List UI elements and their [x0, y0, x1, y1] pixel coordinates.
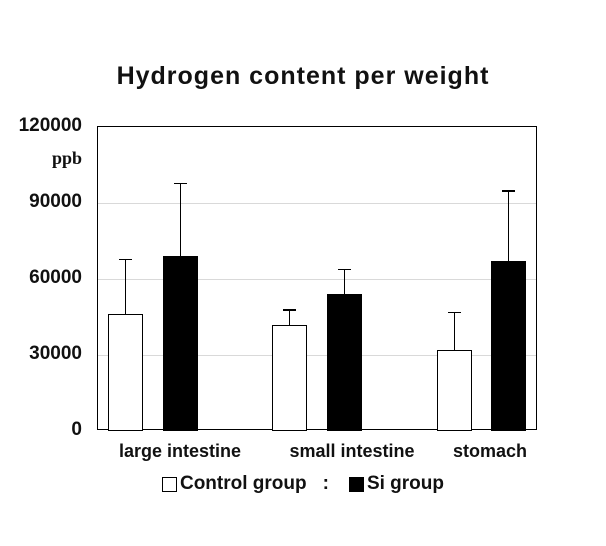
gridline-60000 — [98, 279, 536, 280]
legend: Control group : Si group — [0, 473, 606, 495]
error-bar-line — [124, 258, 127, 315]
error-bar-cap — [338, 268, 351, 271]
bar-control-group-1 — [272, 324, 307, 431]
bar-si-group-2 — [491, 261, 526, 431]
error-bar-line — [453, 311, 456, 350]
y-axis-unit-label: ppb — [51, 148, 82, 168]
plot-area — [97, 126, 537, 431]
y-tick-label-60000: 60000 — [29, 267, 82, 288]
y-tick-label-120000: 120000 — [18, 115, 82, 136]
error-bar-line — [179, 182, 182, 257]
error-bar-line — [343, 268, 346, 295]
legend-control-label: Control group — [179, 473, 307, 494]
legend-control-swatch — [161, 476, 177, 492]
x-category-label-1: small intestine — [289, 441, 415, 461]
y-tick-label-90000: 90000 — [29, 191, 82, 212]
error-bar-cap — [283, 309, 296, 311]
legend-si-swatch — [348, 476, 364, 492]
gridline-30000 — [98, 355, 536, 356]
gridline-90000 — [98, 203, 536, 204]
error-bar-line — [507, 190, 510, 262]
legend-separator: : — [322, 473, 329, 494]
chart-title: Hydrogen content per weight — [116, 62, 490, 90]
y-tick-label-0: 0 — [71, 419, 82, 440]
error-bar-cap — [502, 190, 515, 192]
x-category-label-2: stomach — [452, 441, 528, 461]
y-tick-label-30000: 30000 — [29, 343, 82, 364]
bar-si-group-0 — [163, 256, 198, 431]
error-bar-cap — [119, 258, 132, 261]
bar-si-group-1 — [327, 294, 362, 431]
error-bar-cap — [448, 311, 461, 314]
bar-control-group-0 — [108, 314, 143, 431]
x-category-label-0: large intestine — [118, 441, 242, 461]
error-bar-cap — [174, 182, 187, 185]
legend-si-label: Si group — [366, 473, 445, 494]
error-bar-line — [288, 309, 291, 325]
bar-control-group-2 — [437, 349, 472, 431]
